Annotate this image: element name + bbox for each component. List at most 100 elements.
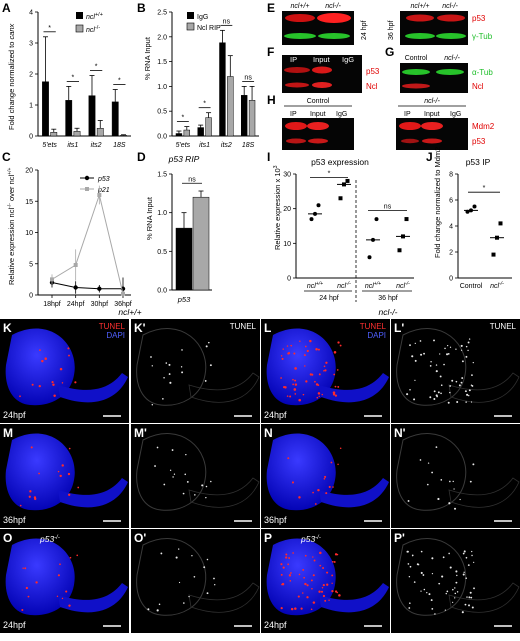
tunel-dot: [313, 559, 316, 562]
tunel-dot: [449, 480, 451, 483]
tunel-dot: [427, 462, 430, 464]
genotype-sup: -/-: [315, 535, 321, 541]
panel-a-bar-0-0: [42, 81, 49, 137]
tunel-dot: [423, 352, 425, 355]
tunel-dot: [444, 347, 446, 350]
tunel-dot: [465, 577, 467, 579]
tunel-dot: [19, 395, 21, 398]
band-f-p53-input: [312, 66, 332, 74]
legend-swatch-mut: [75, 24, 84, 33]
panel-c-point-p53-2: [97, 286, 102, 291]
tunel-dot: [337, 341, 340, 344]
panel-i-xtick-base-2: ncl: [365, 283, 374, 290]
tunel-dot: [285, 556, 288, 559]
panel-i-ytick-label-0: 0: [287, 276, 291, 283]
tunel-dot: [319, 551, 322, 555]
tunel-dot: [338, 594, 341, 597]
panel-b-ylabel: % RNA Input: [143, 36, 152, 80]
tunel-dot: [287, 457, 290, 460]
blot-h-lane-input-1: Input: [310, 111, 326, 118]
tunel-dot: [333, 560, 336, 563]
tunel-dot: [460, 349, 463, 351]
tunel-dot: [169, 381, 172, 384]
band-h-p53-input-ctrl: [308, 138, 328, 144]
tunel-dot: [201, 484, 204, 487]
tunel-dot: [449, 566, 452, 569]
tunel-dot: [321, 587, 324, 589]
panel-c-xtick-label-3: 36hpf: [114, 301, 132, 308]
tunel-dot: [312, 491, 314, 494]
tunel-dot: [67, 347, 70, 350]
tunel-dot: [325, 361, 328, 364]
tunel-dot: [312, 556, 314, 558]
panel-b-ytick-label-5: 2.5: [157, 10, 167, 17]
band-h-p53-input-mut: [422, 138, 442, 144]
panel-b-ytick-label-4: 2.0: [157, 34, 167, 41]
panel-j-ytick-label-2: 4: [449, 224, 453, 231]
tunel-dot: [210, 480, 212, 483]
tunel-dot: [463, 571, 465, 573]
micrograph-m-prime: M': [131, 424, 260, 528]
panel-a-bar-0-2: [88, 95, 96, 137]
panel-a-ytick-label-0: 0: [29, 134, 33, 141]
tunel-dot: [447, 401, 450, 404]
blot-g-label-tub: α-Tub: [472, 68, 493, 77]
tunel-dot: [455, 570, 458, 573]
panel-b-sig-2-label: ns: [223, 18, 231, 25]
panel-i-point-0-2: [316, 203, 321, 208]
tunel-dot: [455, 581, 458, 584]
tunel-dot: [188, 595, 190, 598]
panel-j-ytick-label-4: 8: [449, 172, 453, 179]
tunel-dot: [288, 574, 292, 577]
panel-j-point-1-1: [495, 235, 499, 240]
panel-b-bar-1-3: [248, 100, 256, 137]
tunel-dot: [33, 497, 37, 501]
tunel-dot: [184, 473, 187, 476]
tunel-dot: [288, 557, 291, 559]
tunel-dot: [447, 352, 450, 355]
tunel-dot: [414, 359, 417, 362]
micrograph-bg: [391, 319, 520, 423]
panel-i-xtick-0: ncl+/+: [307, 281, 323, 290]
tunel-dot: [467, 564, 470, 567]
tunel-dot: [160, 552, 163, 555]
tunel-dot: [172, 476, 174, 478]
panel-d-xlabel: p53: [177, 295, 191, 304]
panel-i-point-1-1: [342, 182, 346, 187]
blot-f-lane-igg: IgG: [342, 55, 354, 64]
tunel-dot: [280, 355, 283, 357]
tunel-dot: [156, 609, 159, 612]
panel-label-c: C: [2, 150, 11, 164]
tunel-dot: [185, 453, 187, 456]
legend-marker-p53: [84, 175, 90, 181]
tunel-dot: [168, 363, 171, 366]
panel-j-point-0-0: [465, 209, 470, 214]
tunel-dot: [337, 385, 340, 388]
blot-h-lane-igg-2: IgG: [450, 111, 461, 118]
tunel-dot: [454, 587, 456, 589]
panel-a-sig-0-label: *: [48, 25, 51, 32]
tunel-dot: [303, 354, 306, 357]
micrograph-bg: [131, 529, 260, 633]
tunel-dot: [448, 502, 451, 505]
micrograph-label: O: [3, 531, 12, 545]
panel-b-xtick-1: its1: [199, 142, 210, 149]
tunel-dot: [68, 354, 70, 357]
tunel-dot: [323, 365, 326, 368]
panel-c-line-p21: [51, 193, 124, 294]
panel-i-xtick-base-3: ncl: [396, 283, 405, 290]
tunel-dot: [323, 477, 326, 480]
panel-d-bar-1: [192, 196, 210, 291]
tunel-dot: [454, 507, 457, 510]
panel-c-ylabel: Relative expression ncl-/- over ncl+/+: [7, 167, 16, 285]
panel-c-point-p21-2: [97, 193, 102, 197]
tunel-dot: [57, 470, 60, 473]
panel-d-bar-chart: D p53 RIP % RNA Input p53 0.0 0.5 1.0 1.5 ns: [137, 150, 212, 304]
tunel-dot: [462, 552, 465, 555]
tunel-dot: [328, 599, 330, 601]
tunel-dot: [321, 393, 323, 396]
tunel-dot: [28, 495, 31, 498]
tunel-dot: [470, 401, 473, 403]
panel-c-xtick-label-2: 30hpf: [91, 301, 109, 308]
embryo-head-dapi: [5, 328, 75, 406]
